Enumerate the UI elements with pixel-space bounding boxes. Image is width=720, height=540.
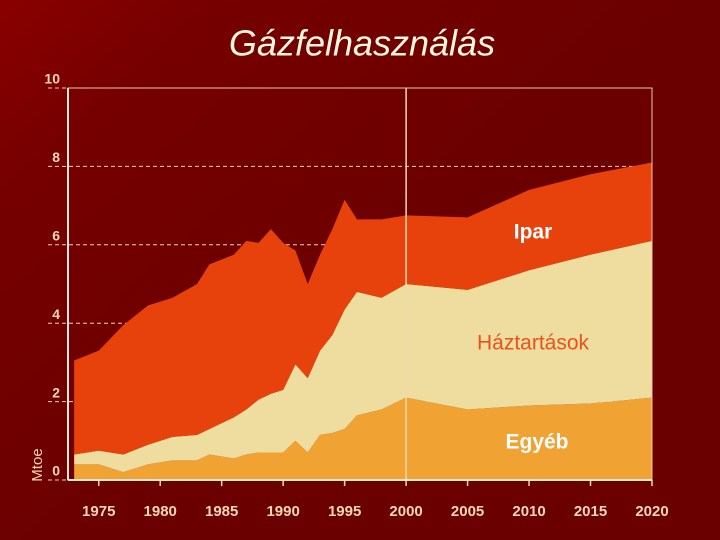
x-tick-label: 1975 [82, 503, 115, 520]
y-axis-label: Mtoe [29, 448, 46, 481]
area [74, 162, 653, 455]
x-tick-label: 2000 [389, 503, 422, 520]
x-tick-label: 1990 [266, 503, 299, 520]
x-tick-label: 1980 [144, 503, 177, 520]
series-label: Háztartások [477, 332, 590, 355]
x-tick-label: 2015 [574, 503, 607, 520]
x-tick-label: 2020 [635, 503, 668, 520]
series-label: Egyéb [505, 431, 568, 454]
area [74, 397, 653, 480]
x-tick-label: 1985 [205, 503, 238, 520]
y-tick-label: 8 [52, 149, 60, 165]
y-tick-label: 0 [52, 463, 60, 479]
y-tick-label: 2 [52, 384, 60, 400]
y-tick-label: 10 [44, 71, 60, 87]
area [74, 240, 653, 473]
y-tick-label: 6 [52, 228, 60, 244]
x-tick-label: 2005 [451, 503, 484, 520]
x-tick-label: 2010 [512, 503, 545, 520]
y-tick-label: 4 [52, 306, 60, 322]
chart-title: Gázfelhasználás [229, 23, 495, 64]
series-label: Ipar [514, 221, 553, 244]
x-tick-label: 1995 [328, 503, 361, 520]
